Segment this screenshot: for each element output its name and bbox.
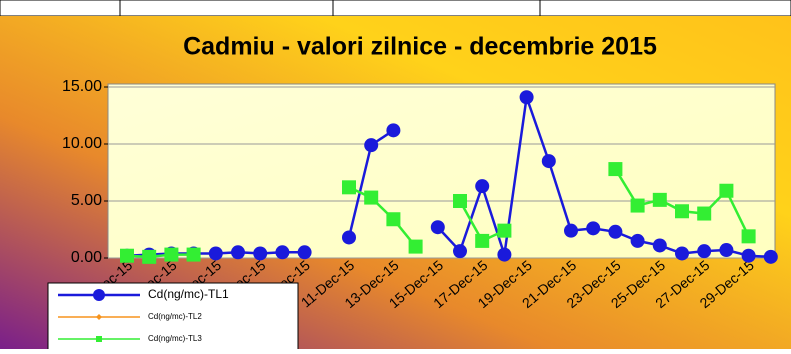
data-point	[741, 229, 756, 244]
data-point	[541, 154, 556, 169]
data-point	[208, 246, 223, 261]
y-tick-label: 5.00	[71, 192, 102, 209]
data-point	[497, 223, 512, 238]
data-point	[741, 248, 756, 263]
y-tick-label: 15.00	[62, 78, 102, 95]
data-point	[164, 247, 179, 262]
data-point	[120, 248, 134, 263]
data-point	[630, 198, 645, 213]
data-point	[475, 233, 490, 248]
data-point	[386, 212, 401, 227]
data-point	[697, 244, 712, 259]
data-point	[342, 180, 356, 195]
data-point	[763, 249, 778, 264]
legend-label: Cd(ng/mc)-TL1	[148, 287, 229, 301]
data-point	[608, 162, 623, 177]
data-point	[719, 243, 734, 258]
data-point	[519, 90, 534, 105]
data-point	[253, 246, 268, 261]
data-point	[275, 245, 290, 260]
data-point	[386, 123, 401, 138]
data-point	[719, 183, 734, 198]
data-point	[675, 246, 689, 261]
data-point	[430, 220, 445, 235]
data-point	[630, 233, 645, 248]
data-point	[453, 194, 467, 208]
data-point	[608, 224, 623, 239]
data-point	[408, 239, 423, 254]
legend-label: Cd(ng/mc)-TL2	[148, 312, 202, 321]
data-point	[652, 238, 667, 253]
data-point	[231, 245, 245, 260]
data-point	[675, 204, 689, 219]
legend-marker	[96, 336, 102, 342]
data-point	[475, 179, 490, 194]
data-point	[364, 190, 379, 205]
table-strip	[0, 0, 791, 17]
data-point	[497, 247, 512, 262]
chart-title: Cadmiu - valori zilnice - decembrie 2015	[183, 33, 657, 61]
data-point	[142, 249, 157, 264]
y-tick-label: 10.00	[62, 135, 102, 152]
data-point	[652, 192, 667, 207]
data-point	[586, 221, 601, 236]
data-point	[342, 230, 356, 245]
data-point	[564, 223, 578, 238]
data-point	[364, 138, 379, 153]
y-tick-label: 0.00	[71, 249, 102, 266]
legend-marker	[93, 289, 105, 301]
data-point	[697, 206, 712, 221]
legend-marker	[96, 314, 102, 320]
data-point	[297, 245, 312, 260]
legend-label: Cd(ng/mc)-TL3	[148, 334, 202, 343]
data-point	[453, 244, 467, 259]
series-line	[126, 168, 750, 259]
data-point	[186, 247, 201, 262]
